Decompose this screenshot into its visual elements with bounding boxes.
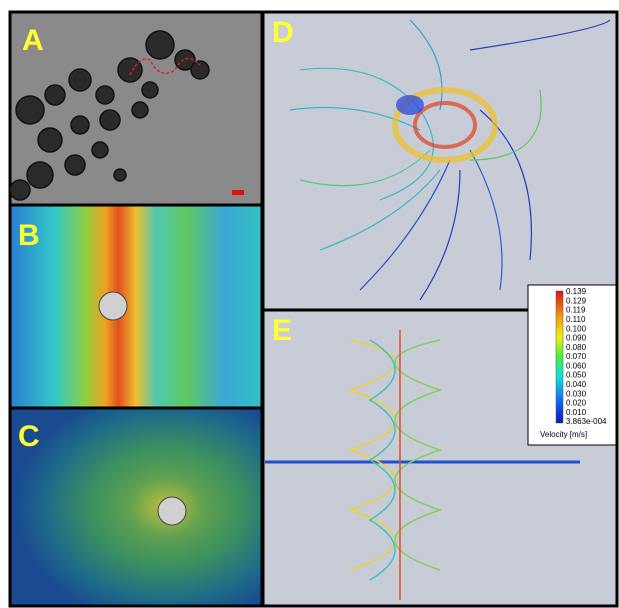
colorbar-tick: 0.070 [566, 352, 587, 361]
colorbar-tick: 0.100 [566, 324, 587, 333]
colorbar-tick: 0.010 [566, 408, 587, 417]
panel-b: B [10, 205, 262, 408]
colorbar-tick: 0.030 [566, 389, 587, 398]
panel-label: A [22, 24, 44, 57]
colorbar-tick: 0.110 [566, 315, 586, 324]
colorbar: Velocity [m/s] 0.1390.1290.1190.1100.100… [528, 285, 616, 445]
panel-a: A [10, 12, 262, 205]
colorbar-tick: 0.090 [566, 334, 587, 343]
colorbar-tick: 3.863e-004 [566, 417, 607, 426]
colorbar-tick: 0.139 [566, 287, 587, 296]
panel-label: D [272, 16, 294, 49]
colorbar-tick: 0.080 [566, 343, 587, 352]
panel-label: B [18, 219, 40, 252]
colorbar-tick: 0.020 [566, 399, 587, 408]
panel-c: C [10, 408, 262, 606]
colorbar-tick: 0.119 [566, 306, 586, 315]
figure: A B C D [0, 0, 619, 608]
panel-d: D [263, 12, 617, 310]
colorbar-tick: 0.050 [566, 371, 587, 380]
colorbar-tick: 0.060 [566, 361, 587, 370]
panel-label: E [272, 314, 292, 347]
colorbar-tick: 0.040 [566, 380, 587, 389]
panel-label: C [18, 420, 40, 453]
colorbar-tick: 0.129 [566, 296, 587, 305]
colorbar-title: Velocity [m/s] [540, 430, 587, 439]
